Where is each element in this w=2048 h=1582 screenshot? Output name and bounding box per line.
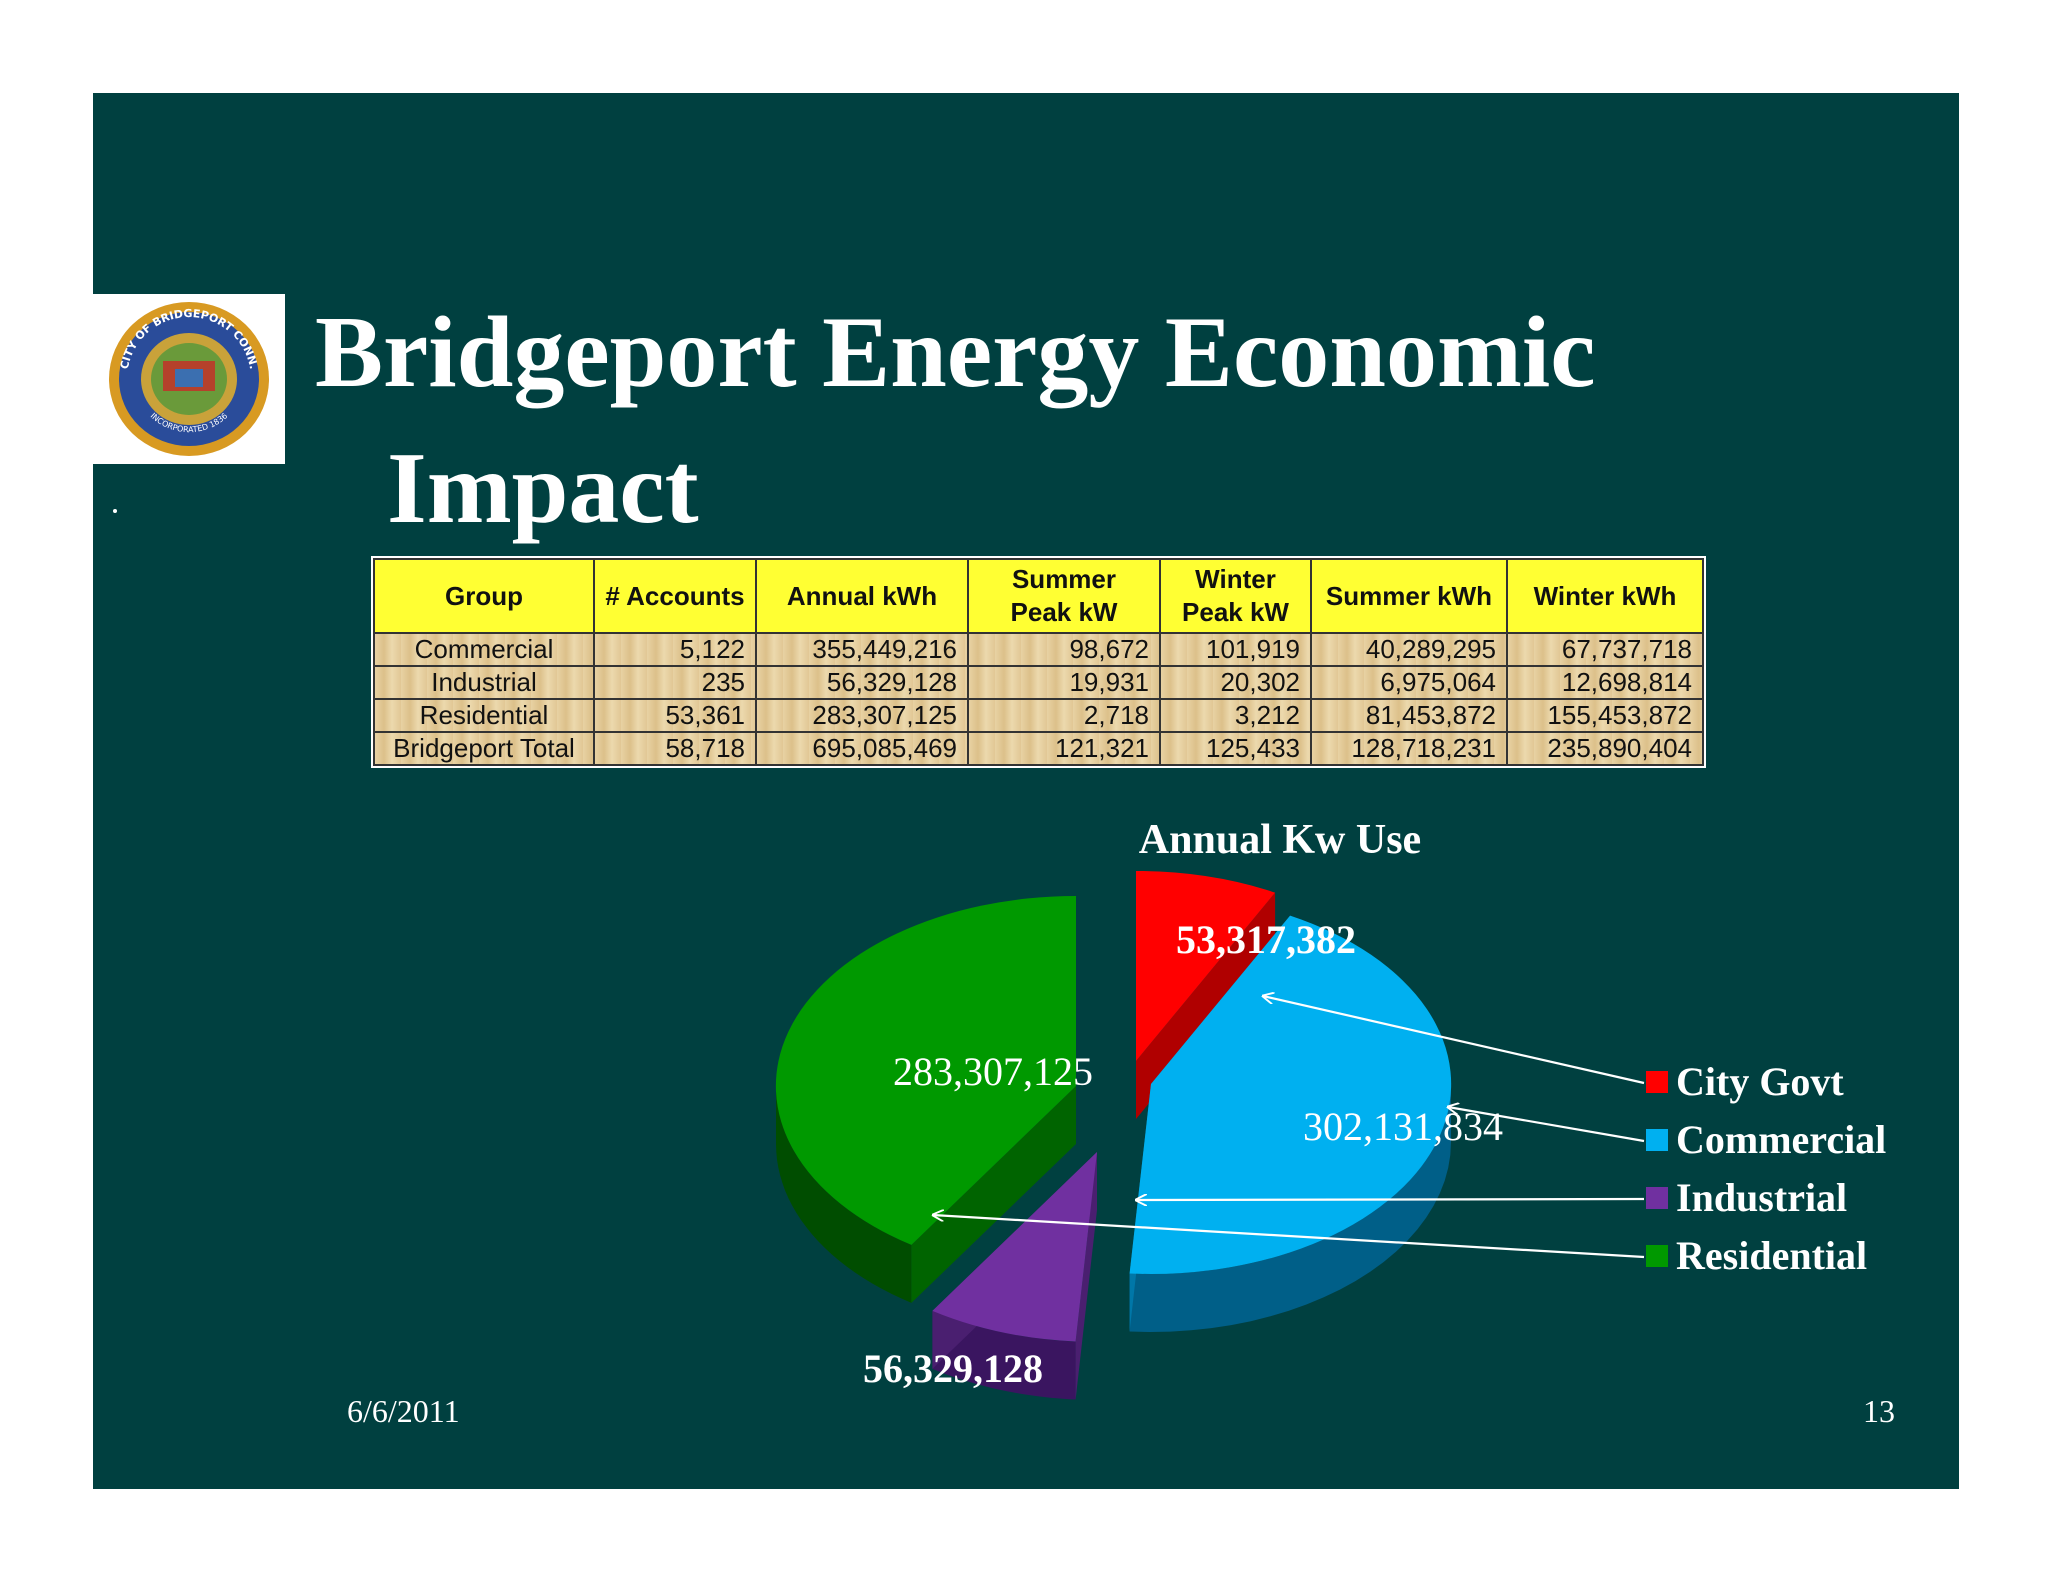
legend-swatch-city-govt xyxy=(1646,1071,1668,1093)
header-winter-peak-kw: Winter Peak kW xyxy=(1159,558,1312,634)
pie-value-label-residential: 283,307,125 xyxy=(893,1049,1093,1094)
table-row: Industrial 235 56,329,128 19,931 20,302 … xyxy=(373,665,1704,700)
table-row: Commercial 5,122 355,449,216 98,672 101,… xyxy=(373,632,1704,667)
table-cell: Residential xyxy=(373,698,595,733)
table-cell: 19,931 xyxy=(967,665,1161,700)
header-winter-kwh: Winter kWh xyxy=(1506,558,1704,634)
pie-slice-wall-commercial xyxy=(1129,1084,1451,1332)
table-cell: 695,085,469 xyxy=(755,731,969,766)
legend-label-city-govt: City Govt xyxy=(1676,1059,1844,1104)
table-cell: Industrial xyxy=(373,665,595,700)
table-row: Residential 53,361 283,307,125 2,718 3,2… xyxy=(373,698,1704,733)
city-seal-logo: CITY OF BRIDGEPORT CONN. INCORPORATED 18… xyxy=(93,294,285,464)
slide-page-number: 13 xyxy=(1863,1393,1895,1429)
table-cell: 81,453,872 xyxy=(1310,698,1508,733)
pie-labels: 53,317,382302,131,83456,329,128283,307,1… xyxy=(863,917,1503,1391)
legend-label-industrial: Industrial xyxy=(1676,1175,1847,1220)
legend-arrow-commercial xyxy=(1448,1107,1645,1143)
chart-title: Annual Kw Use xyxy=(1139,817,1421,863)
table-cell: 101,919 xyxy=(1159,632,1312,667)
table-header-row: Group # Accounts Annual kWh Summer Peak … xyxy=(373,558,1704,634)
table-row-total: Bridgeport Total 58,718 695,085,469 121,… xyxy=(373,731,1704,766)
title-line-2: Impact xyxy=(387,432,699,545)
table-cell: 128,718,231 xyxy=(1310,731,1508,766)
city-seal-icon: CITY OF BRIDGEPORT CONN. INCORPORATED 18… xyxy=(109,302,269,456)
table-cell: 235 xyxy=(593,665,757,700)
table-cell: Bridgeport Total xyxy=(373,731,595,766)
pie-value-label-city-govt: 53,317,382 xyxy=(1176,917,1356,962)
table-cell: 5,122 xyxy=(593,632,757,667)
table-cell: 121,321 xyxy=(967,731,1161,766)
pie-slice-wall-residential xyxy=(776,1086,912,1303)
table-cell: 2,718 xyxy=(967,698,1161,733)
table-cell: 12,698,814 xyxy=(1506,665,1704,700)
energy-table-container: Group # Accounts Annual kWh Summer Peak … xyxy=(371,556,1706,768)
chart-legend: City Govt Commercial Industrial Residential xyxy=(933,996,1886,1278)
slide-date: 6/6/2011 xyxy=(347,1393,460,1429)
table-cell: 355,449,216 xyxy=(755,632,969,667)
pie-group xyxy=(775,871,1452,1400)
pie-slice-cut-residential xyxy=(911,1086,1076,1303)
pie-value-label-industrial: 56,329,128 xyxy=(863,1346,1043,1391)
table-cell: 40,289,295 xyxy=(1310,632,1508,667)
header-accounts: # Accounts xyxy=(593,558,757,634)
annual-kw-pie-chart: Annual Kw Use 53,317,382302,131,83456,32… xyxy=(775,817,1886,1400)
header-summer-kwh: Summer kWh xyxy=(1310,558,1508,634)
legend-arrow-residential xyxy=(933,1215,1645,1259)
table-cell: 125,433 xyxy=(1159,731,1312,766)
legend-swatch-industrial xyxy=(1646,1187,1668,1209)
slide: CITY OF BRIDGEPORT CONN. INCORPORATED 18… xyxy=(93,93,1959,1489)
table-cell: 20,302 xyxy=(1159,665,1312,700)
header-group: Group xyxy=(373,558,595,634)
legend-label-commercial: Commercial xyxy=(1676,1117,1886,1162)
table-cell: 53,361 xyxy=(593,698,757,733)
legend-swatch-residential xyxy=(1646,1245,1668,1267)
pie-slice-city-govt xyxy=(1136,871,1276,1061)
pie-slice-residential xyxy=(775,896,1076,1245)
pie-slice-commercial xyxy=(1129,915,1452,1274)
table-cell: 283,307,125 xyxy=(755,698,969,733)
slide-title: Bridgeport Energy Economic Impact xyxy=(315,285,1815,557)
table-cell: 3,212 xyxy=(1159,698,1312,733)
header-annual-kwh: Annual kWh xyxy=(755,558,969,634)
energy-table: Group # Accounts Annual kWh Summer Peak … xyxy=(373,558,1704,766)
table-cell: 155,453,872 xyxy=(1506,698,1704,733)
table-cell: 98,672 xyxy=(967,632,1161,667)
table-cell: 235,890,404 xyxy=(1506,731,1704,766)
table-cell: 58,718 xyxy=(593,731,757,766)
legend-swatch-commercial xyxy=(1646,1129,1668,1151)
table-cell: 67,737,718 xyxy=(1506,632,1704,667)
table-cell: 56,329,128 xyxy=(755,665,969,700)
legend-label-residential: Residential xyxy=(1676,1233,1867,1278)
pie-slice-industrial xyxy=(932,1152,1097,1342)
title-line-1: Bridgeport Energy Economic xyxy=(315,296,1596,409)
legend-arrow-industrial xyxy=(1136,1199,1645,1200)
table-cell: 6,975,064 xyxy=(1310,665,1508,700)
header-summer-peak-kw: Summer Peak kW xyxy=(967,558,1161,634)
legend-arrow-city-govt xyxy=(1263,996,1645,1085)
bullet-dot xyxy=(113,509,117,513)
table-cell: Commercial xyxy=(373,632,595,667)
